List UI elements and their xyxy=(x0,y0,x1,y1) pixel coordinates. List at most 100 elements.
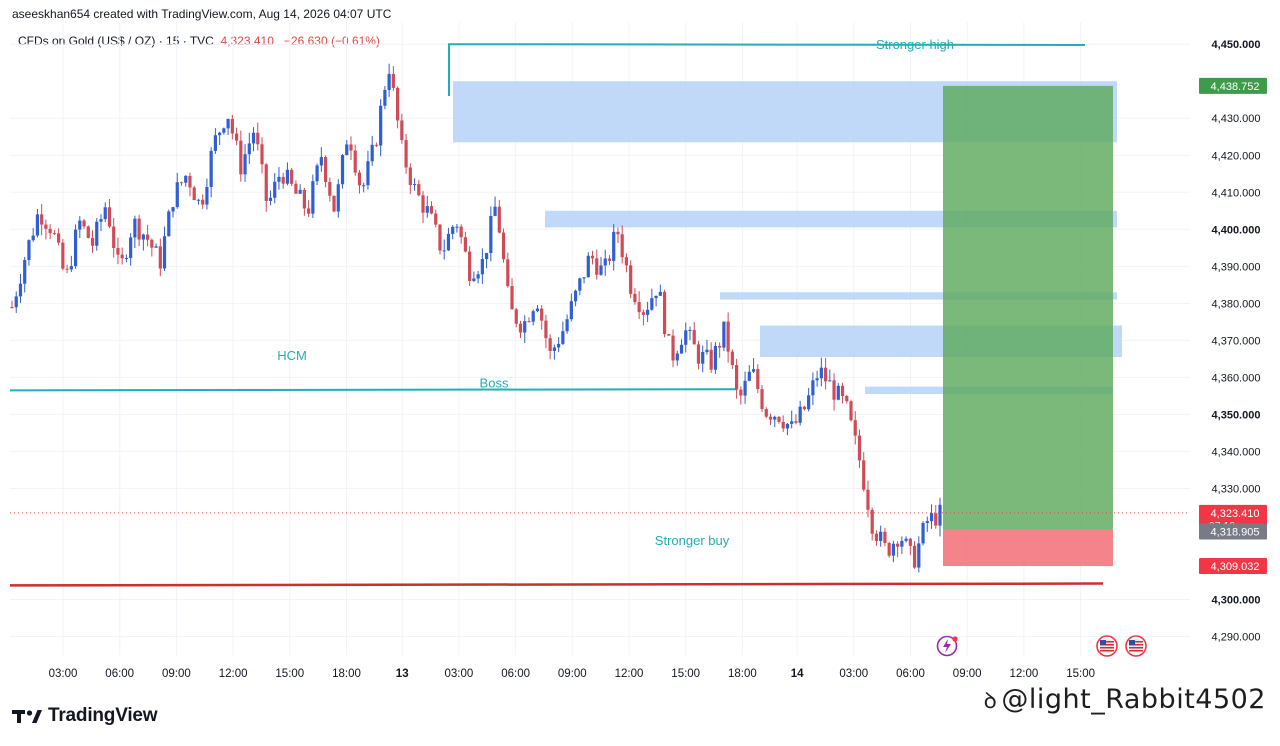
event-icons[interactable] xyxy=(936,635,1147,657)
candle-body xyxy=(383,90,387,106)
flag-canton xyxy=(1100,640,1106,645)
candle-body xyxy=(307,208,311,214)
candle-body xyxy=(230,118,234,134)
candle-body xyxy=(802,406,807,410)
candle-body xyxy=(891,543,895,556)
annotation-label: Stronger high xyxy=(876,37,954,52)
time-tick-label: 03:00 xyxy=(445,668,474,680)
candle-body xyxy=(874,533,879,541)
candle-body xyxy=(387,73,391,91)
candle-body xyxy=(705,349,709,353)
candle-body xyxy=(735,365,739,390)
candle-body xyxy=(366,161,370,186)
candle-body xyxy=(552,347,556,351)
candle-body xyxy=(480,259,484,275)
candle-body xyxy=(798,406,802,423)
candle-body xyxy=(247,143,251,155)
supply-zone xyxy=(720,292,1117,300)
candle-body xyxy=(586,255,590,278)
time-axis[interactable]: 03:00 06:00 09:00 12:00 15:00 18:00 13 03:00 06:… xyxy=(49,668,1095,680)
candle-body xyxy=(569,301,573,320)
candle-body xyxy=(82,220,86,227)
candle-body xyxy=(201,199,205,205)
lightning-event-icon[interactable] xyxy=(936,635,958,657)
candle-body xyxy=(599,265,603,275)
candle-body xyxy=(69,266,73,270)
candle-body xyxy=(747,371,751,381)
candle-body xyxy=(404,140,408,168)
candle-body xyxy=(124,258,129,260)
price-axis[interactable]: 4,450.000 4,430.000 4,420.000 4,410.000 4,40… xyxy=(1199,39,1267,643)
candle-body xyxy=(256,132,260,145)
candle-body xyxy=(167,211,171,237)
candle-body xyxy=(934,513,938,526)
candle-body xyxy=(938,504,942,526)
price-tick-label: 4,340.000 xyxy=(1212,446,1261,458)
candle-body xyxy=(929,513,934,522)
time-tick-label: 09:00 xyxy=(953,668,982,680)
candle-body xyxy=(527,321,531,323)
candle-body xyxy=(925,521,929,523)
candle-body xyxy=(743,380,747,396)
candle-body xyxy=(510,286,514,310)
candle-body xyxy=(184,175,188,183)
lightning-icon xyxy=(943,639,951,653)
time-tick-label: 09:00 xyxy=(162,668,191,680)
candle-body xyxy=(862,460,866,490)
stop-zone[interactable] xyxy=(943,529,1113,567)
candle-body xyxy=(603,258,607,266)
candle-body xyxy=(40,214,44,225)
candle-body xyxy=(658,291,662,296)
candle-body xyxy=(35,214,40,236)
flag-stripe xyxy=(1129,644,1143,646)
tradingview-logo[interactable]: TradingView xyxy=(12,705,158,727)
candle-body xyxy=(421,195,425,213)
candle-body xyxy=(624,257,629,266)
candle-body xyxy=(781,421,785,429)
candle-body xyxy=(205,186,209,205)
candle-body xyxy=(870,509,874,534)
price-tag-label: 4,309.032 xyxy=(1211,561,1260,573)
candle-body xyxy=(285,169,290,184)
candle-body xyxy=(459,226,463,238)
us-flag-event-icon[interactable] xyxy=(1096,635,1118,657)
candle-body xyxy=(429,206,434,214)
flag-stripe xyxy=(1100,650,1114,652)
price-tick-label: 4,450.000 xyxy=(1212,39,1261,51)
candle-body xyxy=(675,353,679,361)
price-tag-label: 4,318.905 xyxy=(1211,526,1260,538)
candle-body xyxy=(883,531,887,544)
candle-body xyxy=(349,144,353,151)
price-tick-label: 4,350.000 xyxy=(1212,409,1261,421)
candle-body xyxy=(400,120,404,141)
candle-body xyxy=(887,543,891,556)
boss-line xyxy=(9,388,737,392)
candle-body xyxy=(726,321,730,352)
price-tag-target[interactable] xyxy=(1199,77,1267,94)
candle-body xyxy=(239,140,243,175)
price-tag-stop[interactable] xyxy=(1199,558,1267,575)
candle-body xyxy=(417,184,421,196)
price-tag-entry[interactable] xyxy=(1199,523,1267,540)
candle-body xyxy=(629,265,633,294)
candle-body xyxy=(451,226,455,234)
candle-body xyxy=(840,385,845,397)
price-tick-label: 4,390.000 xyxy=(1212,261,1261,273)
long-position-tool[interactable] xyxy=(943,85,1113,567)
candle-body xyxy=(641,312,645,315)
candle-body xyxy=(646,309,650,315)
candle-body xyxy=(561,331,565,344)
annotation-label: HCM xyxy=(277,348,307,363)
candle-body xyxy=(48,228,52,234)
target-zone[interactable] xyxy=(943,85,1113,530)
candle-body xyxy=(620,234,624,258)
candle-body xyxy=(921,522,925,544)
candle-body xyxy=(637,302,641,313)
candle-body xyxy=(218,132,222,136)
candle-body xyxy=(506,259,510,287)
candle-body xyxy=(273,181,277,198)
us-flag-event-icon[interactable] xyxy=(1125,635,1147,657)
candle-body xyxy=(688,329,692,331)
chart-attribution: aseeskhan654 created with TradingView.co… xyxy=(12,7,392,21)
